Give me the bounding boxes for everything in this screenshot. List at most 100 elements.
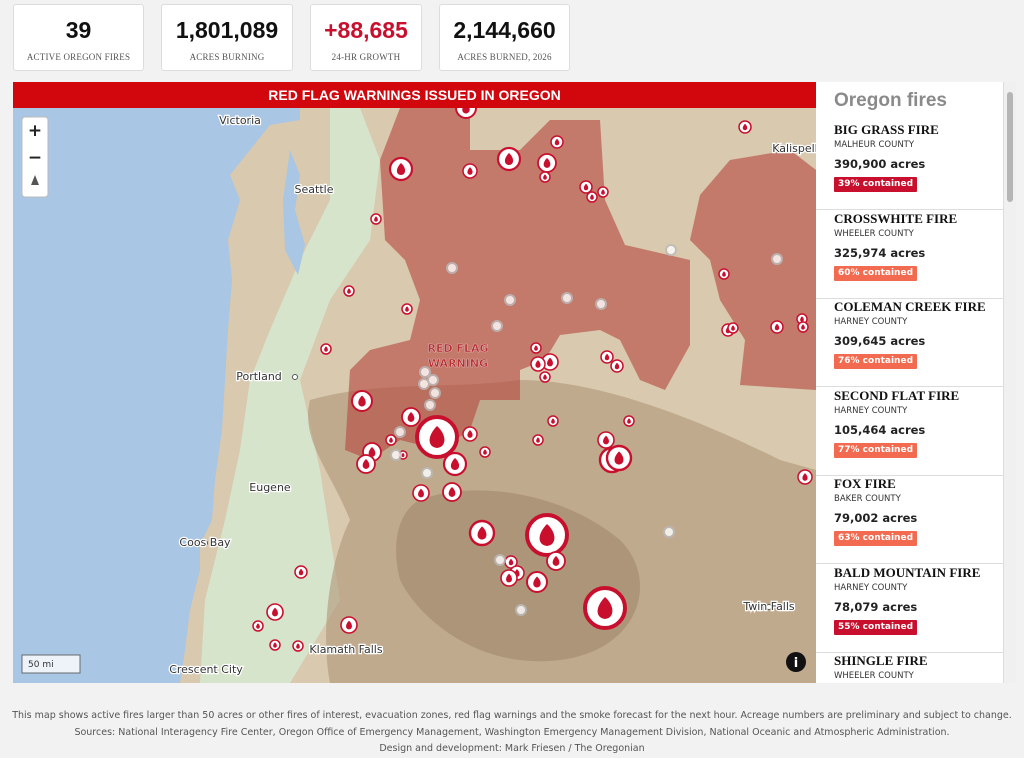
fire-marker[interactable] [597, 186, 609, 198]
footer-note: This map shows active fires larger than … [12, 710, 1012, 721]
map[interactable]: 50 mi + − i RED FLAG WARNING Victoria Sea… [13, 82, 816, 683]
fire-marker[interactable] [462, 163, 478, 179]
fire-marker[interactable] [727, 322, 739, 334]
fire-marker[interactable] [539, 371, 551, 383]
fire-marker[interactable] [583, 586, 627, 630]
fire-flame [539, 524, 555, 546]
fire-marker[interactable] [496, 146, 522, 172]
fire-marker[interactable] [479, 446, 491, 458]
fire-marker[interactable] [385, 434, 397, 446]
place-label: Victoria [219, 114, 261, 127]
fire-marker[interactable] [294, 565, 308, 579]
fire-marker[interactable] [623, 415, 635, 427]
fire-marker[interactable] [292, 640, 304, 652]
fire-list[interactable]: Oregon fires BIG GRASS FIRE MALHEUR COUNT… [816, 82, 1003, 683]
fire-flame [601, 189, 605, 195]
scrollbar[interactable] [1003, 82, 1016, 683]
fire-marker[interactable] [579, 180, 593, 194]
green-land [200, 82, 380, 683]
fire-marker[interactable] [530, 342, 542, 354]
fire-marker[interactable] [442, 482, 462, 502]
fire-marker[interactable] [597, 431, 615, 449]
fire-marker[interactable] [500, 569, 518, 587]
map-canvas[interactable]: 50 mi + − i RED FLAG WARNING Victoria Sea… [13, 82, 816, 683]
fire-marker[interactable] [401, 303, 413, 315]
fire-item[interactable]: SHINGLE FIRE WHEELER COUNTY [816, 653, 1003, 683]
fire-flame [346, 620, 352, 630]
stat-label: ACRES BURNED, 2026 [457, 52, 552, 62]
fire-marker[interactable] [340, 616, 358, 634]
fire-marker-small [663, 526, 675, 538]
fire-marker[interactable] [550, 135, 564, 149]
fire-marker[interactable] [266, 603, 284, 621]
fire-marker[interactable] [770, 320, 784, 334]
fire-marker[interactable] [718, 268, 730, 280]
fire-marker[interactable] [462, 426, 478, 442]
place-label: Seattle [295, 183, 334, 196]
fire-marker[interactable] [343, 285, 355, 297]
fire-marker[interactable] [415, 415, 459, 459]
fire-flame [256, 623, 260, 629]
fire-name: SECOND FLAT FIRE [834, 387, 960, 403]
red-flag-label: RED FLAG [427, 342, 488, 355]
fire-marker[interactable] [586, 191, 598, 203]
fire-marker[interactable] [547, 415, 559, 427]
fire-marker[interactable] [526, 571, 548, 593]
zoom-in[interactable]: + [28, 121, 42, 141]
fire-marker[interactable] [320, 343, 332, 355]
fire-marker[interactable] [468, 519, 496, 547]
fire-item[interactable]: BALD MOUNTAIN FIRE HARNEY COUNTY 78,079 ac… [816, 565, 1003, 653]
fire-marker[interactable] [537, 153, 557, 173]
fire-flame [533, 576, 541, 588]
fire-marker[interactable] [356, 454, 376, 474]
fire-containment: 55% contained [834, 619, 918, 635]
fire-marker[interactable] [525, 513, 569, 557]
fire-flame [368, 447, 376, 457]
fire-marker[interactable] [530, 356, 546, 372]
fire-marker[interactable] [600, 350, 614, 364]
fire-marker[interactable] [252, 620, 264, 632]
fire-item[interactable]: COLEMAN CREEK FIRE HARNEY COUNTY 309,645 a… [816, 299, 1003, 387]
fire-flame [272, 607, 278, 617]
fire-marker[interactable] [610, 359, 624, 373]
fire-flame [551, 418, 555, 424]
fire-flame [547, 357, 553, 367]
fire-flame [802, 473, 808, 481]
fire-flame [508, 558, 514, 566]
zoom-out[interactable]: − [28, 148, 42, 168]
fire-flame [552, 556, 560, 566]
fire-marker[interactable] [605, 444, 633, 472]
fire-flame [362, 459, 370, 469]
fire-marker[interactable] [539, 171, 551, 183]
fire-containment: 63% contained [834, 531, 918, 546]
fire-name: BALD MOUNTAIN FIRE [834, 564, 981, 580]
fire-item[interactable]: CROSSWHITE FIRE WHEELER COUNTY 325,974 acr… [816, 211, 1003, 299]
fire-name: CROSSWHITE FIRE [834, 210, 958, 226]
fire-marker[interactable] [388, 156, 414, 182]
fire-name: FOX FIRE [834, 476, 896, 491]
fire-marker[interactable] [797, 321, 809, 333]
fire-item[interactable]: SECOND FLAT FIRE HARNEY COUNTY 105,464 acr… [816, 388, 1003, 476]
fire-flame [298, 568, 304, 576]
stat-card: 39 ACTIVE OREGON FIRES [13, 4, 144, 71]
fire-marker-small [446, 262, 458, 274]
fire-item[interactable]: FOX FIRE BAKER COUNTY 79,002 acres 63% cont… [816, 476, 1003, 564]
fire-marker[interactable] [442, 451, 468, 477]
compass[interactable] [31, 175, 39, 185]
fire-marker[interactable] [412, 484, 430, 502]
fire-marker[interactable] [738, 120, 752, 134]
scroll-thumb[interactable] [1007, 92, 1013, 202]
fire-marker[interactable] [401, 407, 421, 427]
info-button[interactable] [786, 652, 806, 672]
fire-flame [358, 395, 366, 407]
fire-flame [543, 174, 547, 180]
fire-marker[interactable] [546, 551, 566, 571]
fire-marker[interactable] [351, 390, 373, 412]
fire-marker-small [390, 449, 402, 461]
fire-name: BIG GRASS FIRE [834, 122, 939, 137]
fire-marker[interactable] [532, 434, 544, 446]
fire-marker[interactable] [797, 469, 813, 485]
fire-marker[interactable] [370, 213, 382, 225]
fire-item[interactable]: BIG GRASS FIRE MALHEUR COUNTY 390,900 acre… [816, 122, 1003, 210]
fire-marker[interactable] [269, 639, 281, 651]
